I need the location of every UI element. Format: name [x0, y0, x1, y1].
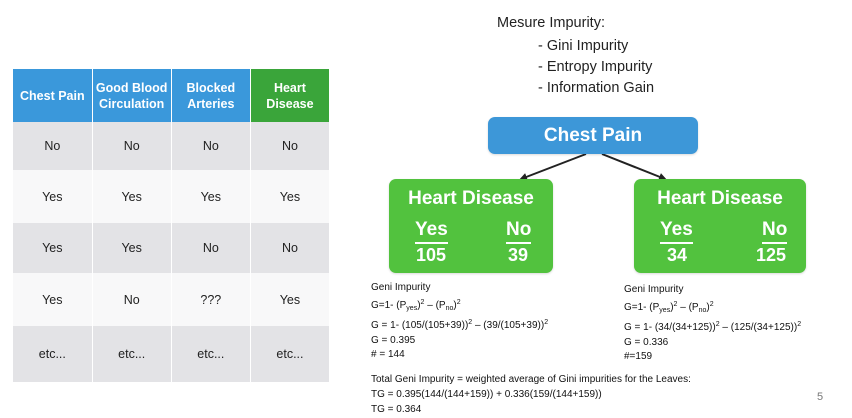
table-cell: Yes: [250, 273, 331, 326]
calc-text: – (39/(105+39)): [472, 320, 545, 331]
calc-text: G = 1- (34/(34+125)): [624, 322, 716, 333]
impurity-right-calc: G = 1- (34/(34+125))2 – (125/(34+125))2: [624, 318, 801, 336]
measure-item-information-gain: - Information Gain: [538, 80, 655, 96]
calc-sup: 2: [544, 319, 549, 326]
formula-text: – (P: [677, 301, 699, 313]
impurity-right-formula: G=1- (Pyes)2 – (Pno)2: [624, 300, 714, 314]
header-heart-disease: Heart Disease: [250, 69, 331, 122]
header-chest-pain: Chest Pain: [13, 69, 93, 122]
table-cell: Yes: [92, 170, 172, 223]
leaf-left-yes-count: 105: [416, 245, 447, 265]
table-cell: ???: [171, 273, 251, 326]
table-cell: Yes: [13, 273, 93, 326]
leaf-node-left: Heart Disease Yes No 105 39: [389, 179, 553, 273]
table-cell: etc...: [13, 326, 93, 382]
table-cell: No: [13, 122, 93, 170]
total-impurity-line: Total Geni Impurity = weighted average o…: [371, 374, 691, 385]
table-cell: No: [92, 122, 172, 170]
impurity-left-heading: Geni Impurity: [371, 282, 431, 293]
measure-item-entropy: - Entropy Impurity: [538, 59, 653, 75]
impurity-left-g: G = 0.395: [371, 334, 416, 346]
header-good-blood-circulation: Good Blood Circulation: [92, 69, 172, 122]
leaf-left-no-count: 39: [508, 245, 529, 265]
leaf-right-no-count: 125: [756, 245, 787, 265]
formula-sup: 2: [673, 300, 678, 308]
leaf-right-yes-label: Yes: [660, 219, 693, 244]
calc-text: – (125/(34+125)): [719, 322, 798, 333]
table-cell: No: [92, 273, 172, 326]
leaf-right-yes-count: 34: [667, 245, 688, 265]
formula-text: – (P: [424, 299, 446, 311]
impurity-left-formula: G=1- (Pyes)2 – (Pno)2: [371, 298, 461, 312]
table-row: Yes Yes Yes Yes: [13, 170, 331, 223]
total-impurity-result: TG = 0.364: [371, 404, 422, 415]
table-cell: No: [171, 223, 251, 273]
table-cell: Yes: [13, 223, 93, 273]
impurity-left-n: # = 144: [371, 349, 405, 360]
formula-sup: 2: [456, 298, 461, 306]
leaf-left-title: Heart Disease: [408, 188, 534, 209]
calc-text: G = 1- (105/(105+39)): [371, 320, 469, 331]
formula-sub: yes: [659, 306, 671, 314]
table-cell: No: [171, 122, 251, 170]
heart-disease-table: Chest Pain Good Blood Circulation Blocke…: [13, 69, 331, 382]
measure-item-gini: - Gini Impurity: [538, 38, 629, 54]
table-row: No No No No: [13, 122, 331, 170]
table-row: Yes No ??? Yes: [13, 273, 331, 326]
leaf-right-title: Heart Disease: [657, 188, 783, 209]
header-blocked-arteries: Blocked Arteries: [171, 69, 251, 122]
measure-impurity-title: Mesure Impurity:: [497, 15, 605, 31]
impurity-right-g: G = 0.336: [624, 336, 669, 348]
impurity-right-block: Geni Impurity G=1- (Pyes)2 – (Pno)2 G = …: [624, 283, 801, 365]
table-row: Yes Yes No No: [13, 223, 331, 273]
leaf-left-no-label: No: [506, 219, 532, 244]
table-cell: No: [250, 223, 331, 273]
table-cell: Yes: [13, 170, 93, 223]
table-cell: etc...: [250, 326, 331, 382]
leaf-left-yes-label: Yes: [415, 219, 448, 244]
calc-sup: 2: [468, 319, 473, 326]
page-number: 5: [817, 391, 824, 403]
table-cell: etc...: [171, 326, 251, 382]
left-branch-arrow: [519, 153, 587, 181]
formula-text: G=1- (P: [624, 301, 660, 313]
table-header-row: Chest Pain Good Blood Circulation Blocke…: [13, 69, 331, 122]
leaf-right-no-label: No: [762, 219, 788, 244]
calc-sup: 2: [797, 321, 802, 328]
impurity-right-heading: Geni Impurity: [624, 284, 684, 295]
table-cell: Yes: [92, 223, 172, 273]
right-branch-arrow: [601, 153, 667, 181]
formula-sup: 2: [709, 300, 714, 308]
total-impurity-formula: TG = 0.395(144/(144+159)) + 0.336(159/(1…: [371, 389, 602, 400]
impurity-left-calc: G = 1- (105/(105+39))2 – (39/(105+39))2: [371, 316, 548, 334]
formula-sup: 2: [420, 298, 425, 306]
total-impurity-block: Total Geni Impurity = weighted average o…: [371, 372, 691, 417]
calc-sup: 2: [715, 321, 720, 328]
impurity-left-block: Geni Impurity G=1- (Pyes)2 – (Pno)2 G = …: [371, 281, 548, 363]
formula-sub: no: [698, 306, 707, 314]
table-cell: etc...: [92, 326, 172, 382]
formula-text: G=1- (P: [371, 299, 407, 311]
table-cell: Yes: [250, 170, 331, 223]
formula-sub: yes: [406, 304, 418, 312]
root-node-chest-pain: Chest Pain: [488, 117, 698, 154]
table-cell: No: [250, 122, 331, 170]
formula-sub: no: [445, 304, 454, 312]
leaf-node-right: Heart Disease Yes No 34 125: [634, 179, 806, 273]
impurity-right-n: #=159: [624, 351, 653, 362]
table-row: etc... etc... etc... etc...: [13, 326, 331, 382]
table-cell: Yes: [171, 170, 251, 223]
